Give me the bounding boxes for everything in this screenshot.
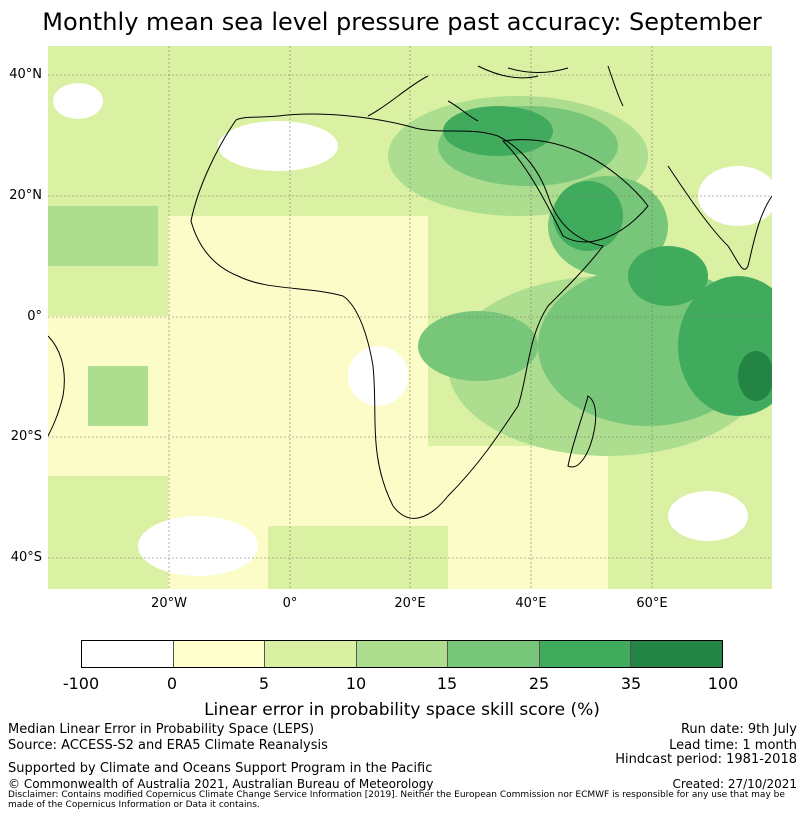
lat-label-40n: 40°N (9, 67, 42, 82)
disclaimer: Disclaimer: Contains modified Copernicus… (8, 790, 785, 810)
colorbar-segment (448, 641, 540, 667)
lon-label-0: 0° (282, 596, 298, 611)
lat-label-40s: 40°S (10, 550, 42, 565)
colorbar-tick: 15 (436, 674, 458, 693)
hindcast-period: Hindcast period: 1981-2018 (615, 752, 797, 767)
colorbar-segment (82, 641, 174, 667)
colorbar (81, 640, 723, 668)
graticule (48, 46, 772, 589)
created-date: Created: 27/10/2021 (672, 777, 797, 791)
skill-region-darkest (738, 351, 772, 401)
colorbar-segment (356, 641, 449, 667)
colorbar-tick: -100 (62, 674, 100, 693)
colorbar-tick: 100 (707, 674, 739, 693)
footer-support: Supported by Climate and Oceans Support … (8, 761, 433, 776)
map-title: Monthly mean sea level pressure past acc… (42, 8, 762, 36)
footer-copyright: © Commonwealth of Australia 2021, Austra… (8, 777, 434, 791)
colorbar-tick: 25 (528, 674, 550, 693)
colorbar-segment (631, 641, 723, 667)
colorbar-segment (173, 641, 266, 667)
lon-label-20e: 20°E (394, 596, 426, 611)
colorbar-label: Linear error in probability space skill … (204, 700, 600, 720)
coastlines (48, 65, 772, 519)
skill-score-map (48, 46, 772, 589)
colorbar-tick: 0 (166, 674, 178, 693)
footer-method: Median Linear Error in Probability Space… (8, 722, 315, 737)
lon-label-40e: 40°E (515, 596, 547, 611)
lon-label-20w: 20°W (151, 596, 187, 611)
run-date: Run date: 9th July (680, 722, 797, 737)
lat-label-20n: 20°N (9, 188, 42, 203)
lat-label-20s: 20°S (10, 429, 42, 444)
colorbar-segment (539, 641, 632, 667)
lat-label-0: 0° (27, 309, 42, 324)
colorbar-tick: 5 (258, 674, 270, 693)
footer-source: Source: ACCESS-S2 and ERA5 Climate Reana… (8, 738, 328, 753)
colorbar-tick: 10 (345, 674, 367, 693)
lead-time: Lead time: 1 month (669, 738, 797, 753)
skill-region-white (53, 83, 772, 576)
colorbar-tick: 35 (620, 674, 642, 693)
colorbar-segment (265, 641, 357, 667)
lon-label-60e: 60°E (636, 596, 668, 611)
